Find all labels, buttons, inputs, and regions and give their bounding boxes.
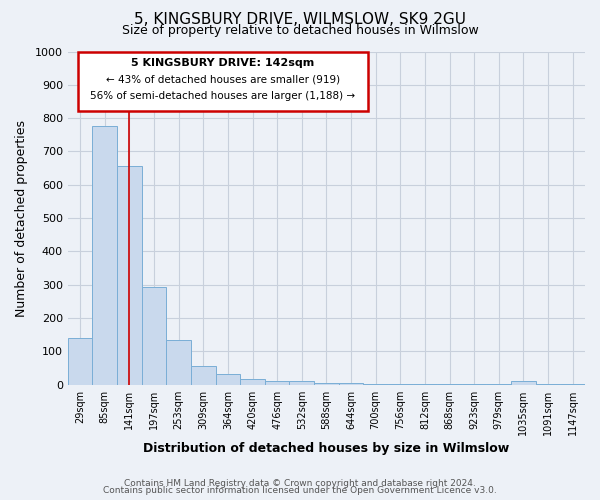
Bar (68, 338, 92, 385)
Text: Contains HM Land Registry data © Crown copyright and database right 2024.: Contains HM Land Registry data © Crown c… (124, 478, 476, 488)
Bar (92, 126, 117, 385)
Bar (560, 384, 585, 385)
Bar (142, 287, 166, 385)
Text: 5, KINGSBURY DRIVE, WILMSLOW, SK9 2GU: 5, KINGSBURY DRIVE, WILMSLOW, SK9 2GU (134, 12, 466, 28)
Bar (166, 340, 191, 385)
Bar (215, 374, 240, 385)
FancyBboxPatch shape (78, 52, 368, 112)
Bar (536, 384, 560, 385)
Bar (364, 384, 388, 385)
Bar (388, 384, 413, 385)
Bar (117, 166, 142, 385)
Bar (191, 366, 215, 385)
Text: 56% of semi-detached houses are larger (1,188) →: 56% of semi-detached houses are larger (… (91, 92, 356, 102)
Bar (339, 383, 364, 385)
Bar (289, 382, 314, 385)
Text: Size of property relative to detached houses in Wilmslow: Size of property relative to detached ho… (122, 24, 478, 37)
Bar (462, 384, 487, 385)
Bar (511, 382, 536, 385)
Bar (487, 384, 511, 385)
Bar (437, 384, 462, 385)
Bar (314, 383, 339, 385)
Text: ← 43% of detached houses are smaller (919): ← 43% of detached houses are smaller (91… (106, 75, 340, 85)
Text: 5 KINGSBURY DRIVE: 142sqm: 5 KINGSBURY DRIVE: 142sqm (131, 58, 314, 68)
Bar (265, 382, 289, 385)
Y-axis label: Number of detached properties: Number of detached properties (15, 120, 28, 316)
Bar (413, 384, 437, 385)
X-axis label: Distribution of detached houses by size in Wilmslow: Distribution of detached houses by size … (143, 442, 509, 455)
Text: Contains public sector information licensed under the Open Government Licence v3: Contains public sector information licen… (103, 486, 497, 495)
Bar (240, 379, 265, 385)
